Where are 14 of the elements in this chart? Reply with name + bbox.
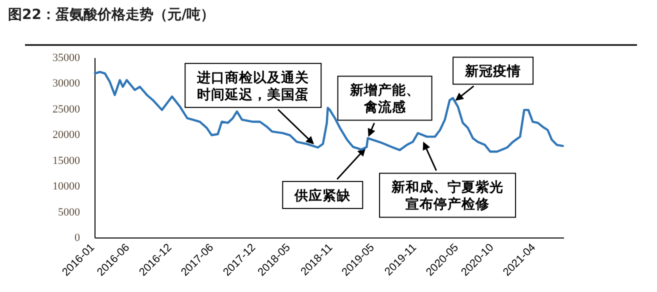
y-tick-label: 30000	[52, 78, 80, 90]
y-tick-label: 0	[74, 232, 80, 244]
annotation: 供应紧缺	[294, 186, 352, 204]
chart-title: 图22：蛋氨酸价格走势（元/吨）	[8, 7, 215, 23]
annotation: 新冠疫情	[464, 62, 522, 80]
annotation: 新增产能、禽流感	[348, 82, 420, 116]
y-tick-label: 35000	[52, 52, 80, 64]
y-tick-label: 20000	[52, 129, 80, 142]
annotation: 进口商检以及通关时间延迟，美国蛋	[196, 68, 310, 103]
y-tick-label: 25000	[52, 103, 80, 116]
y-tick-label: 10000	[52, 180, 80, 193]
annotation: 新和成、宁夏紫光宣布停产检修	[390, 178, 504, 213]
y-tick-label: 15000	[52, 154, 80, 167]
y-tick-label: 5000	[58, 206, 80, 218]
